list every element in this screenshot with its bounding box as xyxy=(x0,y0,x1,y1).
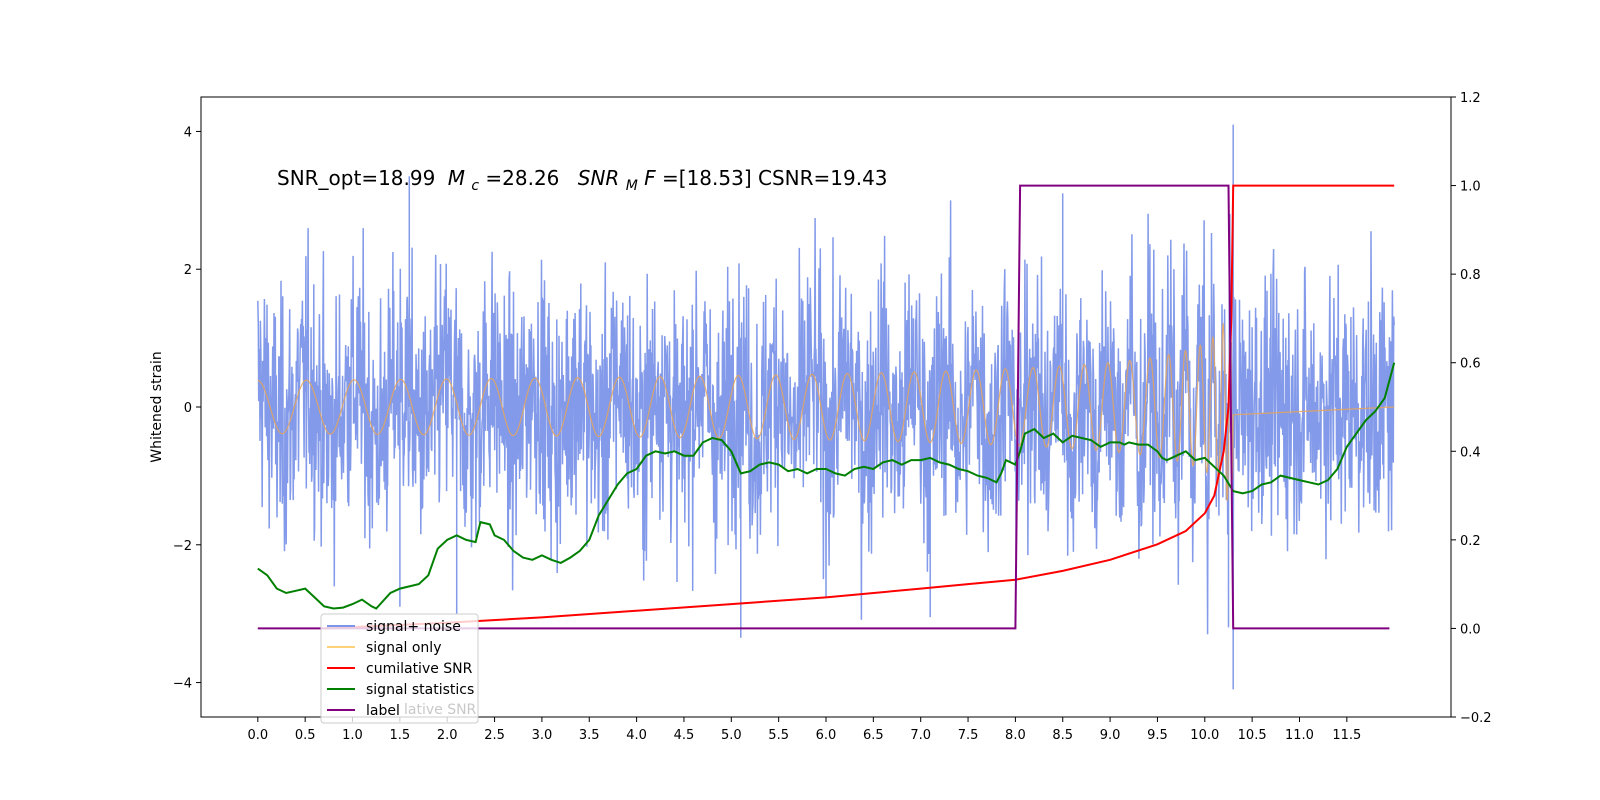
legend-box xyxy=(320,613,479,724)
legend-label: signal+ noise xyxy=(366,619,461,635)
x-tick-label: 8.0 xyxy=(1005,728,1026,743)
x-tick-label: 10.5 xyxy=(1238,728,1267,743)
y-left-tick-label: −2 xyxy=(173,539,192,554)
y-left-tick-label: 4 xyxy=(184,125,192,140)
y-axis-right: 1.2 1.0 0.8 0.6 0.4 0.2 0.0 −0.2 xyxy=(1451,91,1492,726)
legend-label: cumilative SNR xyxy=(366,661,473,677)
mc-symbol: M xyxy=(448,166,465,190)
x-tick-label: 11.0 xyxy=(1285,728,1314,743)
x-tick-label: 1.0 xyxy=(342,728,363,743)
y-right-tick-label: 0.6 xyxy=(1460,357,1481,372)
snrmf-subscript: M xyxy=(626,178,638,194)
snr-opt-text: SNR_opt=18.99 xyxy=(277,166,435,190)
y-axis-label: Whitened strain xyxy=(149,351,165,462)
snr-annotation: SNR_opt=18.99 M c =28.26 SNR M F =[18.53… xyxy=(277,166,888,195)
x-tick-label: 5.5 xyxy=(768,728,789,743)
x-tick-label: 11.5 xyxy=(1332,728,1361,743)
legend-label: signal only xyxy=(366,640,441,656)
x-tick-label: 6.0 xyxy=(816,728,837,743)
x-tick-label: 9.5 xyxy=(1147,728,1168,743)
x-tick-label: 3.5 xyxy=(579,728,600,743)
x-tick-label: 2.5 xyxy=(484,728,505,743)
y-right-tick-label: 0.2 xyxy=(1460,534,1481,549)
y-right-tick-label: 1.2 xyxy=(1460,91,1481,106)
x-tick-label: 3.0 xyxy=(532,728,553,743)
snrmf-f: F xyxy=(644,166,656,190)
x-tick-label: 9.0 xyxy=(1100,728,1121,743)
y-right-tick-label: 0.0 xyxy=(1460,622,1481,637)
x-tick-label: 0.5 xyxy=(295,728,316,743)
mc-subscript: c xyxy=(471,178,479,194)
series-cumilative-snr xyxy=(324,184,1395,630)
series-signal-statistics xyxy=(257,362,1396,610)
x-axis: 0.0 0.5 1.0 1.5 2.0 2.5 3.0 3.5 4.0 4.5 5.0 5.5 6.0 6… xyxy=(247,717,1361,743)
x-tick-label: 4.5 xyxy=(674,728,695,743)
x-tick-label: 6.5 xyxy=(863,728,884,743)
snrmf-value: =[18.53] CSNR=19.43 xyxy=(662,166,888,190)
x-tick-label: 7.5 xyxy=(958,728,979,743)
y-right-tick-label: 0.4 xyxy=(1460,445,1481,460)
y-axis-left: 4 2 0 −2 −4 xyxy=(173,125,201,692)
legend-items: signal+ noise signal only cumilative SNR si… xyxy=(327,619,474,719)
legend-label: label xyxy=(366,703,400,719)
x-tick-label: 4.0 xyxy=(626,728,647,743)
x-tick-label: 5.0 xyxy=(721,728,742,743)
y-right-tick-label: 0.8 xyxy=(1460,268,1481,283)
y-right-tick-label: 1.0 xyxy=(1460,180,1481,195)
y-left-tick-label: −4 xyxy=(173,677,192,692)
x-tick-label: 7.0 xyxy=(910,728,931,743)
x-tick-label: 8.5 xyxy=(1052,728,1073,743)
legend-ghost-text: lative SNR xyxy=(404,702,477,718)
x-tick-label: 1.5 xyxy=(390,728,411,743)
series-label xyxy=(257,184,1390,630)
y-left-tick-label: 2 xyxy=(184,263,192,278)
series-signal-only xyxy=(257,303,1395,501)
legend-label: signal statistics xyxy=(366,682,474,698)
y-right-tick-label: −0.2 xyxy=(1460,711,1492,726)
legend: lative SNR signal+ noise signal only cumil… xyxy=(320,613,479,724)
snrmf-symbol: SNR xyxy=(578,166,620,190)
mc-value: =28.26 xyxy=(485,166,559,190)
x-tick-label: 10.0 xyxy=(1190,728,1219,743)
y-left-tick-label: 0 xyxy=(184,401,192,416)
series-layer xyxy=(257,124,1396,690)
x-tick-label: 0.0 xyxy=(247,728,268,743)
x-tick-label: 2.0 xyxy=(437,728,458,743)
